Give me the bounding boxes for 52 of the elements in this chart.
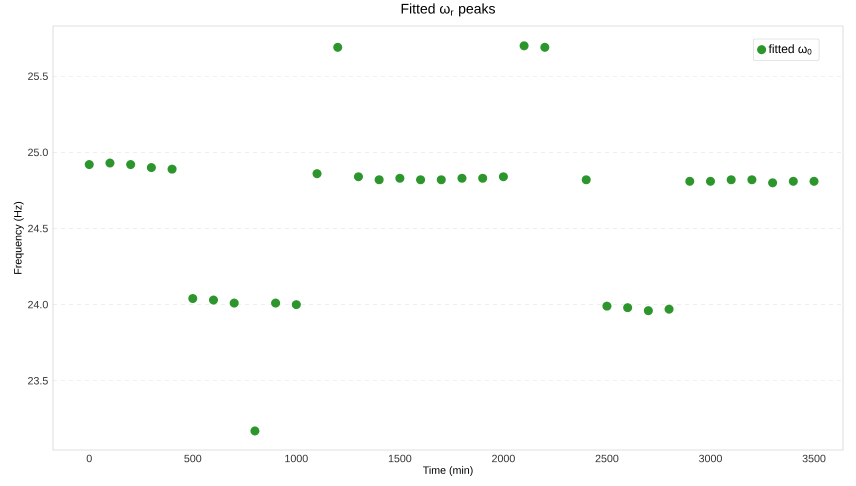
x-tick-label: 500 (184, 454, 202, 462)
point (230, 298, 239, 308)
x-axis-title: Time (min) (422, 466, 473, 476)
y-axis-title: Frequency (Hz) (14, 202, 24, 274)
point (809, 176, 819, 186)
point (457, 174, 467, 183)
point (478, 174, 488, 183)
y-tick-label: 24.0 (28, 300, 48, 308)
point (747, 175, 756, 184)
point (726, 175, 736, 184)
point (105, 158, 114, 168)
point (333, 42, 342, 52)
y-tick-label: 25.0 (28, 148, 48, 156)
point (395, 174, 404, 183)
point (416, 175, 426, 184)
x-tick-label: 1500 (388, 454, 412, 462)
y-tick-label: 25.5 (28, 72, 48, 80)
point (374, 175, 384, 184)
point (312, 169, 322, 178)
point (520, 41, 529, 50)
x-tick-label: 0 (86, 454, 92, 462)
x-tick-label: 2000 (492, 454, 515, 462)
legend-label: fitted ω$_{0}$ (768, 44, 812, 55)
point (498, 172, 508, 182)
point (685, 176, 694, 186)
point (664, 304, 674, 314)
point (84, 160, 94, 170)
point (292, 300, 301, 310)
x-tick-label: 3500 (802, 454, 826, 462)
point (768, 178, 778, 188)
point (208, 296, 218, 305)
point (354, 172, 363, 182)
point (188, 294, 198, 304)
x-tick-label: 1000 (285, 454, 308, 462)
point (540, 42, 550, 52)
point (582, 175, 591, 184)
point (126, 160, 136, 170)
point (250, 426, 260, 436)
point (168, 164, 177, 174)
point (436, 175, 446, 184)
y-tick-label: 24.5 (28, 224, 48, 232)
point (271, 298, 280, 308)
point (644, 306, 653, 316)
y-tick-label: 23.5 (28, 376, 48, 385)
point (146, 163, 156, 172)
point (788, 176, 798, 186)
x-tick-label: 2500 (596, 454, 618, 462)
chart-title: Fitted ω$_{r}$ peaks (402, 3, 495, 16)
point (623, 303, 632, 312)
point (706, 176, 716, 186)
x-tick-label: 3000 (699, 454, 722, 462)
point (602, 302, 612, 311)
